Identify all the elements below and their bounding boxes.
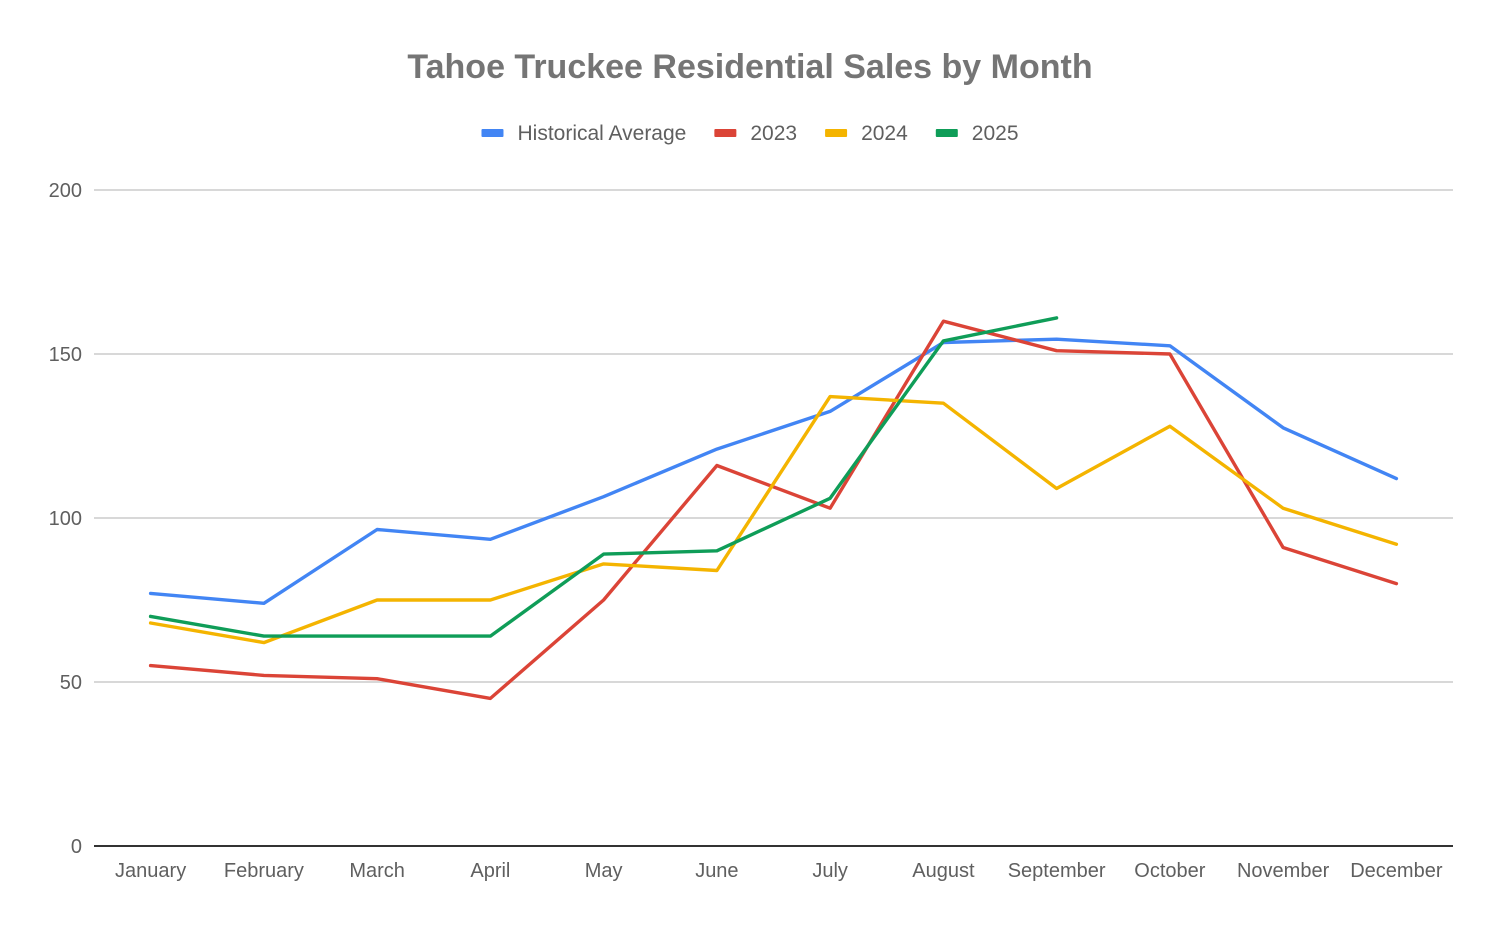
x-tick-label: August	[912, 860, 975, 882]
legend-swatch	[714, 129, 737, 137]
y-tick-label: 150	[49, 344, 82, 366]
legend-swatch	[935, 129, 958, 137]
chart-gridlines	[94, 189, 1453, 847]
x-tick-label: June	[695, 860, 738, 882]
y-axis: 0 50 100 150 200	[49, 180, 82, 858]
x-tick-label: January	[115, 860, 186, 882]
x-tick-label: March	[349, 860, 405, 882]
series-line-historical-average	[148, 337, 1399, 605]
x-tick-label: October	[1134, 860, 1205, 882]
legend-label: 2024	[861, 122, 908, 145]
series-line-2025	[148, 316, 1059, 638]
series-line-2023	[148, 319, 1399, 701]
legend-label: Historical Average	[517, 122, 686, 145]
legend-swatch	[825, 129, 848, 137]
x-tick-label: February	[224, 860, 304, 882]
legend-item-2025: 2025	[935, 122, 1019, 145]
y-tick-label: 200	[49, 180, 82, 202]
chart-legend: Historical Average 2023 2024 2025	[481, 122, 1019, 145]
x-tick-label: December	[1350, 860, 1443, 882]
legend-label: 2023	[750, 122, 797, 145]
x-tick-label: September	[1008, 860, 1106, 882]
y-tick-label: 100	[49, 508, 82, 530]
chart-series	[148, 316, 1399, 701]
chart-title: Tahoe Truckee Residential Sales by Month	[407, 48, 1092, 86]
legend-item-historical-average: Historical Average	[481, 122, 686, 145]
x-axis: January February March April May June July Augu…	[115, 860, 1443, 882]
x-tick-label: November	[1237, 860, 1330, 882]
legend-swatch	[481, 129, 504, 137]
x-tick-label: July	[812, 860, 848, 882]
y-tick-label: 0	[71, 836, 82, 858]
x-tick-label: April	[470, 860, 510, 882]
legend-label: 2025	[972, 122, 1019, 145]
legend-item-2024: 2024	[825, 122, 908, 145]
x-tick-label: May	[585, 860, 623, 882]
legend-item-2023: 2023	[714, 122, 797, 145]
series-line-2024	[148, 394, 1399, 645]
y-tick-label: 50	[60, 672, 82, 694]
